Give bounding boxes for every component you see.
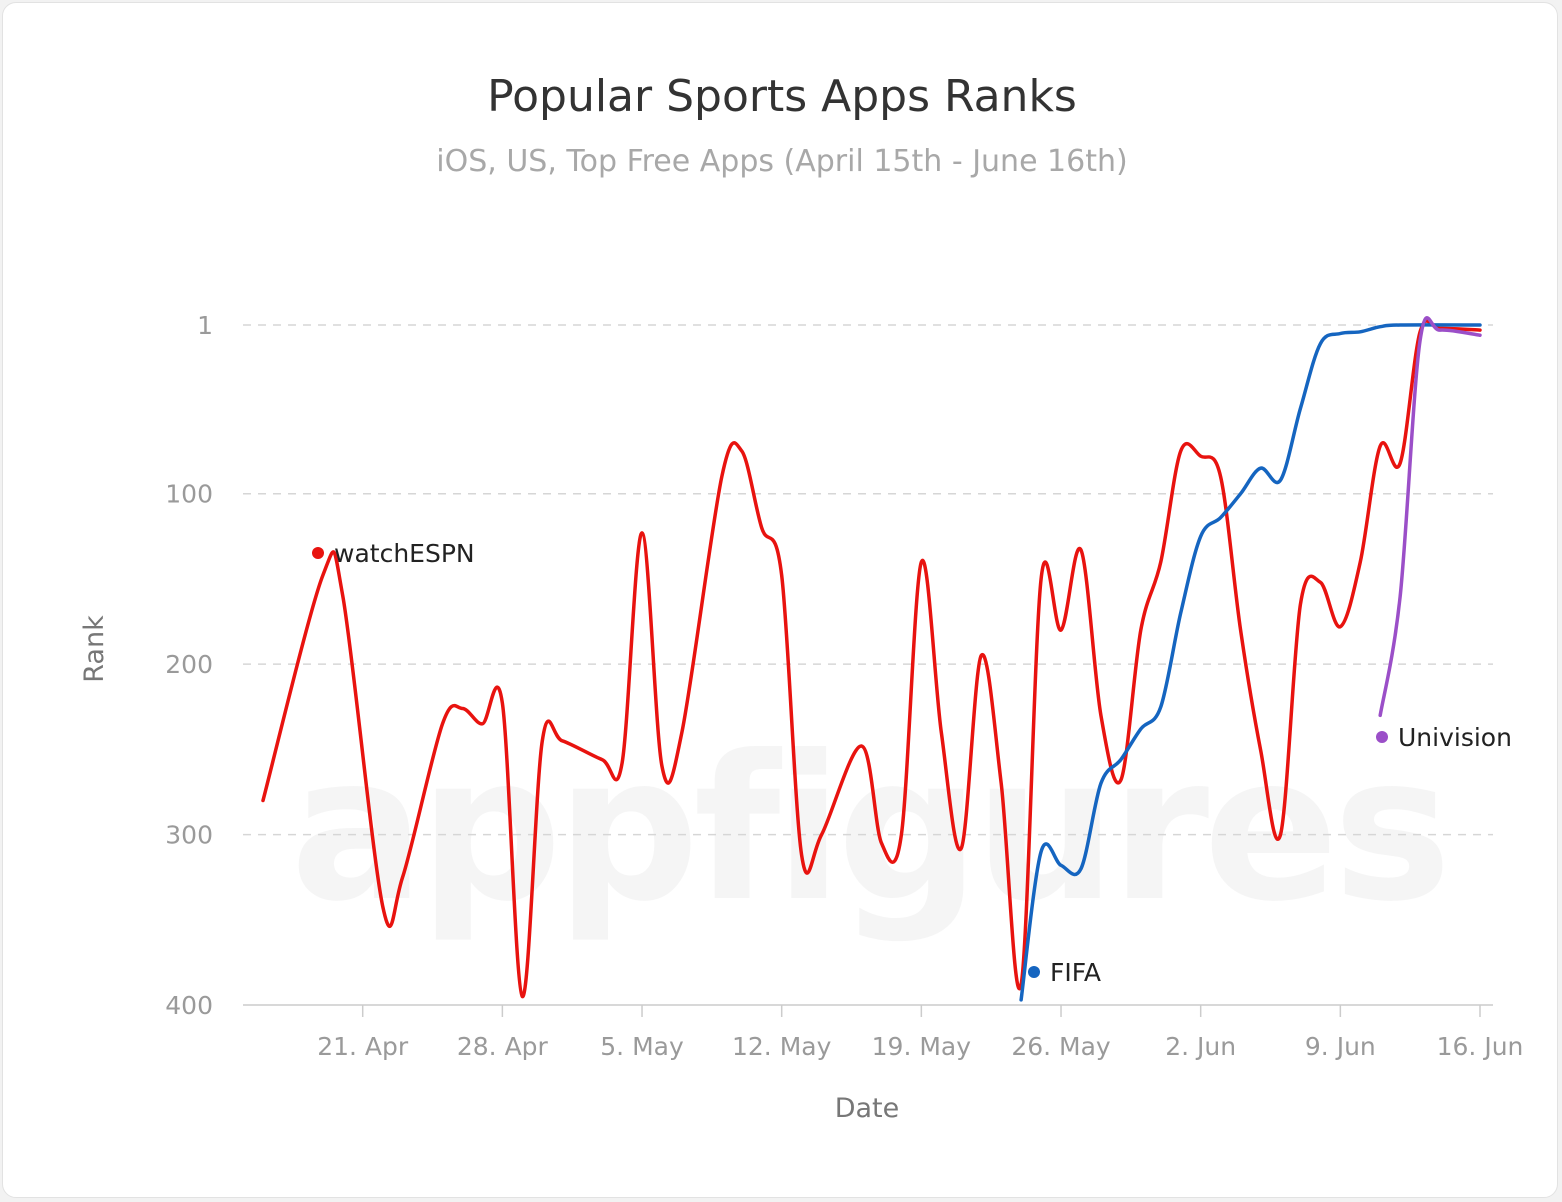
x-tick-label: 12. May <box>732 1032 832 1061</box>
series-line-watchespn <box>261 319 1482 999</box>
y-tick-label: 400 <box>165 991 213 1020</box>
x-tick-label: 21. Apr <box>317 1032 409 1061</box>
series-marker-fifa <box>1028 966 1040 978</box>
y-tick-label: 200 <box>165 650 213 679</box>
grid-lines <box>243 324 1493 1006</box>
x-tick-label: 5. May <box>600 1032 684 1061</box>
series-line-univision <box>1378 316 1482 718</box>
x-tick-label: 28. Apr <box>457 1032 549 1061</box>
y-axis: 1 100 200 300 400 <box>165 311 213 1020</box>
x-axis-label: Date <box>835 1093 900 1124</box>
series-labels: watchESPN FIFA Univision <box>312 539 1512 987</box>
x-tick-label: 2. Jun <box>1165 1032 1236 1061</box>
series-marker-watchespn <box>312 547 324 559</box>
x-tick-label: 16. Jun <box>1437 1032 1524 1061</box>
x-tick-label: 19. May <box>872 1032 972 1061</box>
x-axis: 21. Apr 28. Apr 5. May 12. May 19. May 26. Ma… <box>317 1005 1523 1061</box>
series-label-fifa: FIFA <box>1050 958 1101 987</box>
y-tick-label: 1 <box>197 311 213 340</box>
y-tick-label: 100 <box>165 480 213 509</box>
chart-title: Popular Sports Apps Ranks <box>487 71 1077 122</box>
series-marker-univision <box>1376 731 1388 743</box>
rank-line-chart: appfigures Popular Sports Apps Ranks iOS… <box>79 71 1523 1124</box>
y-tick-label: 300 <box>165 821 213 850</box>
chart-subtitle: iOS, US, Top Free Apps (April 15th - Jun… <box>436 144 1127 179</box>
series-label-watchespn: watchESPN <box>334 539 475 568</box>
series-line-fifa <box>1019 323 1482 1002</box>
x-tick-label: 9. Jun <box>1305 1032 1376 1061</box>
y-axis-label: Rank <box>79 615 110 683</box>
series-label-univision: Univision <box>1398 723 1512 752</box>
series-lines <box>261 316 1482 1002</box>
x-tick-label: 26. May <box>1011 1032 1111 1061</box>
